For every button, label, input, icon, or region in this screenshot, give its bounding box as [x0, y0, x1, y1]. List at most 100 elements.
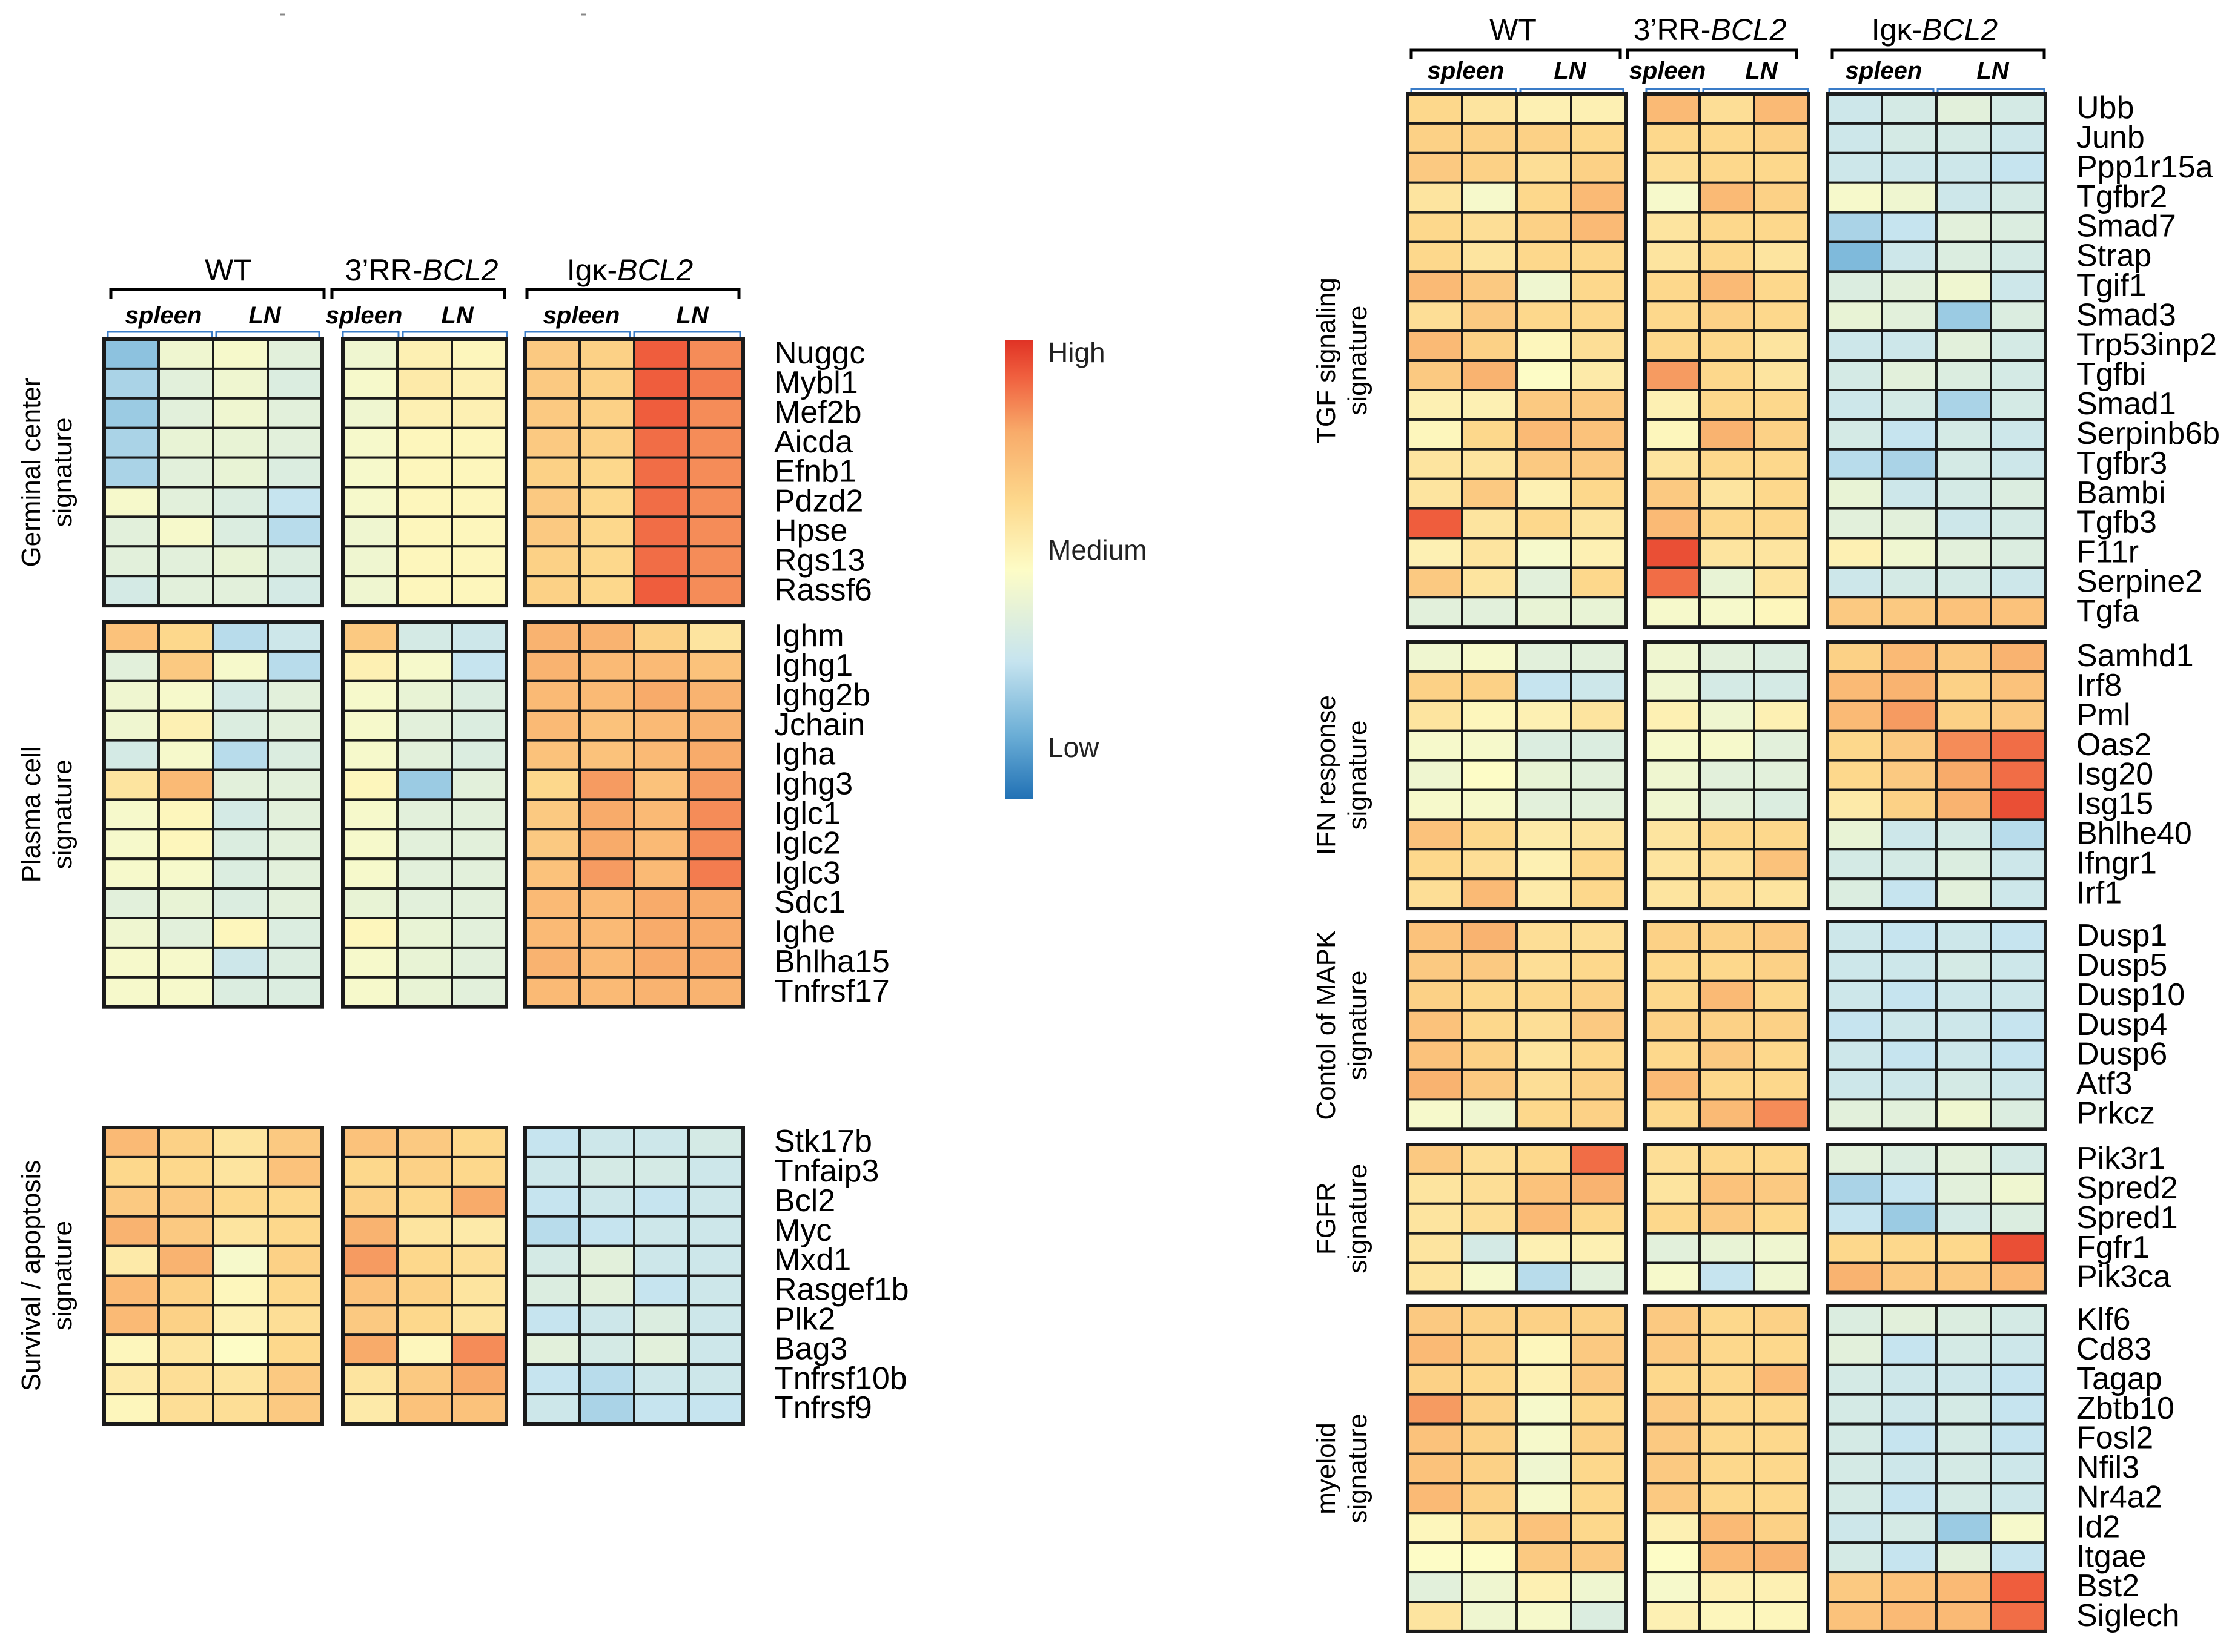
heatmap-cell [1461, 211, 1518, 243]
group-bracket-wt [1409, 48, 1622, 59]
heatmap-cell [1753, 448, 1810, 480]
heatmap-cell [1461, 122, 1518, 154]
heatmap-cell [1570, 1393, 1627, 1426]
heatmap-cell [578, 1215, 635, 1247]
heatmap-cell [1515, 788, 1572, 821]
heatmap-cell [212, 976, 269, 1008]
gene-label: Mybl1 [774, 365, 858, 400]
tissue-label: spleen [1846, 58, 1922, 84]
heatmap-cell [687, 621, 744, 653]
heatmap-cell [1753, 979, 1810, 1012]
heatmap-cell [1753, 1541, 1810, 1574]
heatmap-block-border [1826, 92, 2047, 629]
heatmap-cell [157, 887, 214, 919]
heatmap-cell [267, 456, 323, 489]
heatmap-cell [1461, 93, 1518, 125]
heatmap-cell [103, 1304, 160, 1336]
heatmap-cell [267, 1155, 323, 1188]
heatmap-cell [1698, 1363, 1755, 1396]
heatmap-cell [1753, 93, 1810, 125]
heatmap-cell [212, 1155, 269, 1188]
heatmap-cell [1935, 596, 1992, 629]
heatmap-cell [633, 976, 690, 1008]
heatmap-cell [1644, 920, 1701, 953]
heatmap-cell [451, 486, 508, 518]
heatmap-cell [1990, 759, 2047, 791]
heatmap-cell [267, 515, 323, 548]
heatmap-cell [524, 1155, 581, 1188]
heatmap-cell [1515, 507, 1572, 540]
heatmap-cell [524, 338, 581, 370]
heatmap-cell [267, 1393, 323, 1426]
heatmap-cell [1881, 1512, 1938, 1544]
heatmap-cell [396, 768, 453, 801]
heatmap-cell [1515, 537, 1572, 569]
heatmap-cell [1990, 1422, 2047, 1455]
legend-label-high: High [1048, 337, 1105, 368]
heatmap-cell [1826, 788, 1883, 821]
heatmap-cell [396, 1155, 453, 1188]
heatmap-cell [633, 486, 690, 518]
heatmap-cell [1826, 1482, 1883, 1515]
heatmap-cell [342, 1363, 399, 1396]
group-bracket-igk [1830, 48, 2046, 59]
heatmap-cell [1570, 122, 1627, 154]
heatmap-cell [1990, 1601, 2047, 1633]
heatmap-cell [1570, 389, 1627, 421]
heatmap-cell [1753, 1482, 1810, 1515]
heatmap-cell [1570, 1232, 1627, 1264]
heatmap-cell [687, 397, 744, 429]
heatmap-cell [578, 397, 635, 429]
group-label-igk: Igκ-BCL2 [1872, 13, 1998, 47]
heatmap-cell [1881, 788, 1938, 821]
heatmap-cell [1406, 596, 1463, 629]
heatmap-cell [1698, 240, 1755, 273]
heatmap-cell [451, 798, 508, 831]
heatmap-cell [267, 679, 323, 712]
heatmap-cell [1515, 389, 1572, 421]
heatmap-cell [396, 946, 453, 979]
heatmap-cell [1406, 389, 1463, 421]
heatmap-cell [1406, 270, 1463, 303]
heatmap-cell [633, 709, 690, 742]
heatmap-cell [1406, 122, 1463, 154]
gene-label: Dusp6 [2076, 1037, 2167, 1072]
heatmap-cell [1826, 818, 1883, 851]
heatmap-cell [1935, 1068, 1992, 1101]
heatmap-cell [1698, 122, 1755, 154]
heatmap-cell [1570, 1601, 1627, 1633]
heatmap-cell [1406, 448, 1463, 480]
heatmap-cell [451, 515, 508, 548]
heatmap-cell [1644, 1452, 1701, 1485]
heatmap-cell [1570, 1098, 1627, 1131]
heatmap-cell [1515, 93, 1572, 125]
gene-label: Aicda [774, 425, 853, 460]
heatmap-cell [1570, 93, 1627, 125]
heatmap-cell [1406, 1232, 1463, 1264]
gene-label: Efnb1 [774, 454, 856, 489]
gene-label: Tagap [2076, 1361, 2162, 1396]
heatmap-cell [1753, 699, 1810, 732]
gene-label: Serpinb6b [2076, 416, 2220, 451]
heatmap-cell [1461, 1512, 1518, 1544]
heatmap-cell [1644, 448, 1701, 480]
heatmap-cell [1515, 950, 1572, 982]
heatmap-cell [1753, 537, 1810, 569]
gene-label: Ighg3 [774, 767, 853, 802]
heatmap-cell [1881, 1261, 1938, 1294]
heatmap-cell [451, 887, 508, 919]
heatmap-cell [1753, 151, 1810, 184]
heatmap-cell [1570, 270, 1627, 303]
heatmap-cell [1570, 1143, 1627, 1175]
heatmap-cell [1826, 151, 1883, 184]
heatmap-cell [396, 1393, 453, 1426]
heatmap-cell [1990, 1172, 2047, 1205]
heatmap-cell [157, 338, 214, 370]
heatmap-cell [1990, 1482, 2047, 1515]
heatmap-cell [267, 575, 323, 607]
heatmap-cell [103, 1274, 160, 1307]
heatmap-cell [1935, 448, 1992, 480]
heatmap-cell [396, 1126, 453, 1158]
heatmap-cell [1826, 1393, 1883, 1426]
heatmap-cell [1570, 151, 1627, 184]
